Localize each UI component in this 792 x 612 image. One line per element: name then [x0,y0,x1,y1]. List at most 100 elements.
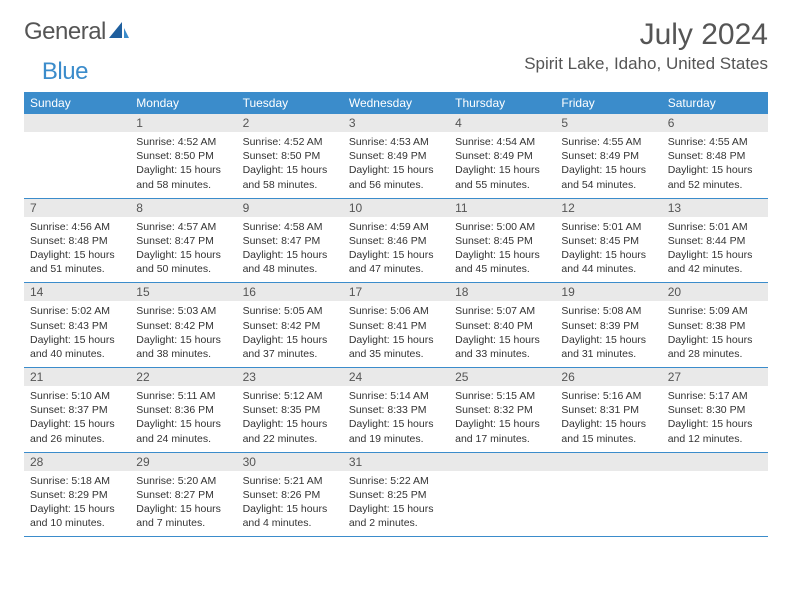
day-details: Sunrise: 5:01 AMSunset: 8:45 PMDaylight:… [555,217,661,283]
sunrise-line: Sunrise: 5:03 AM [136,304,230,318]
day-number: 25 [449,368,555,386]
day-cell: 17Sunrise: 5:06 AMSunset: 8:41 PMDayligh… [343,283,449,367]
sunset-line: Sunset: 8:48 PM [668,149,762,163]
day-details: Sunrise: 5:22 AMSunset: 8:25 PMDaylight:… [343,471,449,537]
daylight-line: Daylight: 15 hours and 44 minutes. [561,248,655,276]
sunrise-line: Sunrise: 5:00 AM [455,220,549,234]
day-number: 31 [343,453,449,471]
day-cell: 19Sunrise: 5:08 AMSunset: 8:39 PMDayligh… [555,283,661,367]
day-details: Sunrise: 4:55 AMSunset: 8:49 PMDaylight:… [555,132,661,198]
day-cell: 13Sunrise: 5:01 AMSunset: 8:44 PMDayligh… [662,199,768,283]
day-number: 3 [343,114,449,132]
day-number: 30 [237,453,343,471]
sunset-line: Sunset: 8:26 PM [243,488,337,502]
sunset-line: Sunset: 8:35 PM [243,403,337,417]
day-cell [449,453,555,537]
daylight-line: Daylight: 15 hours and 4 minutes. [243,502,337,530]
day-cell: 29Sunrise: 5:20 AMSunset: 8:27 PMDayligh… [130,453,236,537]
daylight-line: Daylight: 15 hours and 24 minutes. [136,417,230,445]
sunrise-line: Sunrise: 5:22 AM [349,474,443,488]
day-cell [555,453,661,537]
day-cell: 6Sunrise: 4:55 AMSunset: 8:48 PMDaylight… [662,114,768,198]
day-number: 27 [662,368,768,386]
sunset-line: Sunset: 8:49 PM [561,149,655,163]
day-number: 17 [343,283,449,301]
sunrise-line: Sunrise: 4:58 AM [243,220,337,234]
sunrise-line: Sunrise: 4:59 AM [349,220,443,234]
sunrise-line: Sunrise: 5:08 AM [561,304,655,318]
day-cell [24,114,130,198]
sunset-line: Sunset: 8:38 PM [668,319,762,333]
day-cell: 15Sunrise: 5:03 AMSunset: 8:42 PMDayligh… [130,283,236,367]
day-header: Sunday [24,92,130,114]
sunrise-line: Sunrise: 4:57 AM [136,220,230,234]
day-details: Sunrise: 4:53 AMSunset: 8:49 PMDaylight:… [343,132,449,198]
daylight-line: Daylight: 15 hours and 58 minutes. [243,163,337,191]
day-details: Sunrise: 4:55 AMSunset: 8:48 PMDaylight:… [662,132,768,198]
daylight-line: Daylight: 15 hours and 12 minutes. [668,417,762,445]
daylight-line: Daylight: 15 hours and 40 minutes. [30,333,124,361]
day-number: 15 [130,283,236,301]
calendar: SundayMondayTuesdayWednesdayThursdayFrid… [24,92,768,537]
weeks-container: 1Sunrise: 4:52 AMSunset: 8:50 PMDaylight… [24,114,768,537]
sunrise-line: Sunrise: 4:53 AM [349,135,443,149]
day-cell: 18Sunrise: 5:07 AMSunset: 8:40 PMDayligh… [449,283,555,367]
day-details: Sunrise: 4:52 AMSunset: 8:50 PMDaylight:… [237,132,343,198]
week-row: 7Sunrise: 4:56 AMSunset: 8:48 PMDaylight… [24,199,768,284]
sunrise-line: Sunrise: 5:10 AM [30,389,124,403]
daylight-line: Daylight: 15 hours and 28 minutes. [668,333,762,361]
day-header: Saturday [662,92,768,114]
daylight-line: Daylight: 15 hours and 10 minutes. [30,502,124,530]
day-cell: 21Sunrise: 5:10 AMSunset: 8:37 PMDayligh… [24,368,130,452]
sunrise-line: Sunrise: 5:02 AM [30,304,124,318]
day-number: 24 [343,368,449,386]
day-number: 1 [130,114,236,132]
day-cell: 24Sunrise: 5:14 AMSunset: 8:33 PMDayligh… [343,368,449,452]
day-number: 10 [343,199,449,217]
logo-text-1: General [24,18,106,46]
day-details: Sunrise: 5:20 AMSunset: 8:27 PMDaylight:… [130,471,236,537]
week-row: 14Sunrise: 5:02 AMSunset: 8:43 PMDayligh… [24,283,768,368]
day-cell: 27Sunrise: 5:17 AMSunset: 8:30 PMDayligh… [662,368,768,452]
day-cell: 30Sunrise: 5:21 AMSunset: 8:26 PMDayligh… [237,453,343,537]
daylight-line: Daylight: 15 hours and 33 minutes. [455,333,549,361]
sunrise-line: Sunrise: 5:14 AM [349,389,443,403]
sunrise-line: Sunrise: 5:18 AM [30,474,124,488]
sunrise-line: Sunrise: 5:01 AM [668,220,762,234]
sunset-line: Sunset: 8:49 PM [455,149,549,163]
day-cell: 2Sunrise: 4:52 AMSunset: 8:50 PMDaylight… [237,114,343,198]
day-number: 28 [24,453,130,471]
day-details: Sunrise: 5:16 AMSunset: 8:31 PMDaylight:… [555,386,661,452]
day-number: 12 [555,199,661,217]
daylight-line: Daylight: 15 hours and 22 minutes. [243,417,337,445]
sunset-line: Sunset: 8:42 PM [243,319,337,333]
sunset-line: Sunset: 8:40 PM [455,319,549,333]
day-header-row: SundayMondayTuesdayWednesdayThursdayFrid… [24,92,768,114]
sunset-line: Sunset: 8:25 PM [349,488,443,502]
sunrise-line: Sunrise: 5:16 AM [561,389,655,403]
sunset-line: Sunset: 8:31 PM [561,403,655,417]
day-cell: 5Sunrise: 4:55 AMSunset: 8:49 PMDaylight… [555,114,661,198]
day-cell: 11Sunrise: 5:00 AMSunset: 8:45 PMDayligh… [449,199,555,283]
daylight-line: Daylight: 15 hours and 7 minutes. [136,502,230,530]
day-number: 4 [449,114,555,132]
daylight-line: Daylight: 15 hours and 52 minutes. [668,163,762,191]
day-cell: 3Sunrise: 4:53 AMSunset: 8:49 PMDaylight… [343,114,449,198]
day-number: 26 [555,368,661,386]
sunset-line: Sunset: 8:48 PM [30,234,124,248]
day-number: 16 [237,283,343,301]
day-number: 7 [24,199,130,217]
sunrise-line: Sunrise: 4:55 AM [668,135,762,149]
day-number: 13 [662,199,768,217]
daylight-line: Daylight: 15 hours and 54 minutes. [561,163,655,191]
day-details: Sunrise: 5:09 AMSunset: 8:38 PMDaylight:… [662,301,768,367]
daylight-line: Daylight: 15 hours and 15 minutes. [561,417,655,445]
daylight-line: Daylight: 15 hours and 50 minutes. [136,248,230,276]
day-details: Sunrise: 4:58 AMSunset: 8:47 PMDaylight:… [237,217,343,283]
sunset-line: Sunset: 8:37 PM [30,403,124,417]
day-details: Sunrise: 5:07 AMSunset: 8:40 PMDaylight:… [449,301,555,367]
day-cell: 16Sunrise: 5:05 AMSunset: 8:42 PMDayligh… [237,283,343,367]
daylight-line: Daylight: 15 hours and 55 minutes. [455,163,549,191]
sunset-line: Sunset: 8:29 PM [30,488,124,502]
day-number: 21 [24,368,130,386]
